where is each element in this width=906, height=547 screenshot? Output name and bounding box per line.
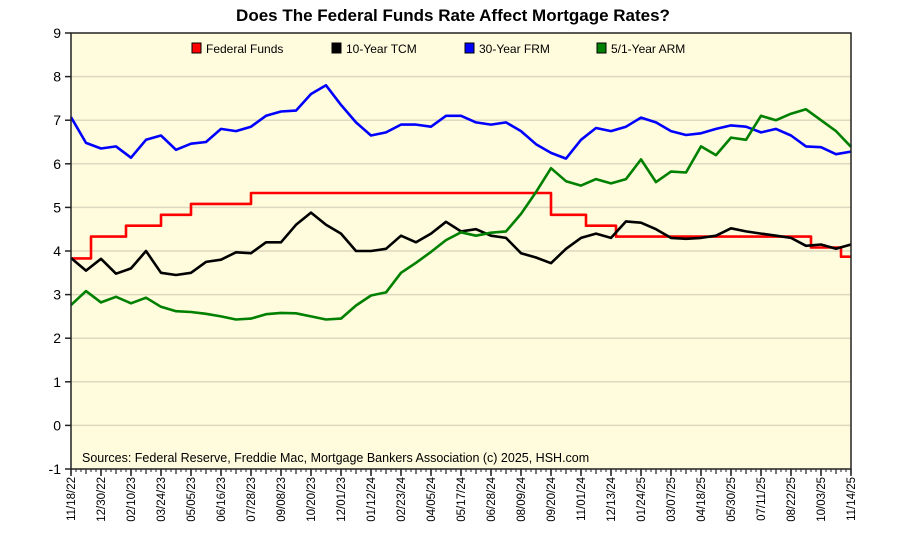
x-tick-label: 06/16/23	[216, 477, 228, 522]
legend-swatch	[331, 42, 342, 54]
series-line-5-1-year-arm	[70, 108, 852, 321]
x-tick-label: 01/12/24	[366, 476, 378, 521]
gridlines	[71, 75, 851, 427]
source-note: Sources: Federal Reserve, Freddie Mac, M…	[82, 451, 589, 465]
legend-swatch	[464, 42, 475, 54]
y-tick-label: 9	[53, 25, 61, 41]
series-line-federal-funds	[71, 191, 851, 260]
x-tick-label: 10/03/25	[816, 477, 828, 522]
x-tick-label: 09/20/24	[546, 476, 558, 521]
y-axis: 9 8 7 6 5 4 3 2 1 0 -1	[49, 25, 71, 477]
y-tick-label: 1	[53, 374, 61, 390]
x-tick-label: 11/18/22	[66, 477, 78, 521]
x-tick-label: 04/05/24	[426, 476, 438, 521]
series-line-30-year-frm	[69, 84, 852, 160]
x-tick-label: 11/01/24	[576, 476, 588, 521]
x-tick-label: 09/08/23	[276, 477, 288, 522]
legend: Federal Funds 10-Year TCM 30-Year FRM 5/1-Y…	[191, 42, 685, 56]
legend-label: 10-Year TCM	[346, 42, 417, 56]
y-tick-label: 7	[53, 112, 61, 128]
x-tick-label: 03/07/25	[666, 477, 678, 522]
x-tick-label: 07/28/23	[246, 477, 258, 522]
x-tick-label: 12/30/22	[96, 477, 108, 522]
y-tick-label: 6	[53, 156, 61, 172]
x-tick-label: 05/17/24	[456, 476, 468, 521]
y-tick-label: 5	[53, 199, 61, 215]
y-tick-label: 4	[53, 243, 61, 259]
plot-border	[70, 32, 852, 470]
series-lines	[69, 84, 852, 321]
x-axis: 11/18/22 12/30/22 02/10/23 03/24/23 05/05/23…	[66, 469, 858, 522]
x-tick-label: 12/01/23	[336, 477, 348, 522]
x-tick-label: 08/09/24	[516, 476, 528, 521]
legend-swatch	[191, 42, 202, 54]
x-tick-label: 11/14/25	[846, 477, 858, 521]
x-tick-label: 01/24/25	[636, 477, 648, 522]
y-tick-label: 8	[53, 69, 61, 85]
y-tick-label: -1	[49, 461, 62, 477]
y-tick-label: 0	[53, 417, 61, 433]
legend-label: 5/1-Year ARM	[611, 42, 685, 56]
x-tick-label: 12/13/24	[606, 476, 618, 521]
x-tick-label: 10/20/23	[306, 477, 318, 522]
x-tick-label: 05/05/23	[186, 477, 198, 522]
x-tick-label: 02/10/23	[126, 477, 138, 522]
y-tick-label: 3	[53, 287, 61, 303]
x-tick-label: 03/24/23	[156, 477, 168, 522]
x-tick-label: 05/30/25	[726, 477, 738, 522]
x-tick-label: 07/11/25	[756, 477, 768, 521]
x-tick-label: 02/23/24	[396, 476, 408, 521]
x-tick-label: 04/18/25	[696, 477, 708, 522]
legend-label: Federal Funds	[206, 42, 283, 56]
legend-swatch	[596, 42, 607, 54]
legend-label: 30-Year FRM	[479, 42, 550, 56]
x-tick-label: 06/28/24	[486, 476, 498, 521]
chart-title: Does The Federal Funds Rate Affect Mortg…	[236, 6, 670, 25]
y-tick-label: 2	[53, 330, 61, 346]
x-tick-label: 08/22/25	[786, 477, 798, 522]
